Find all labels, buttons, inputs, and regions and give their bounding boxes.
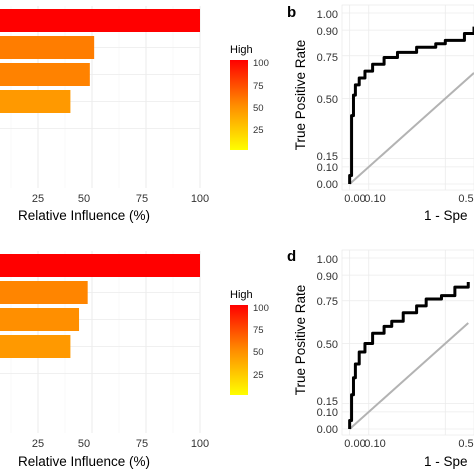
panel-a-bar	[0, 9, 200, 32]
panel-a-xticks: 25 50 75 100	[32, 193, 209, 205]
panel-d-ytick-075: 0.75	[317, 296, 338, 308]
panel-c-legend-title: High	[230, 289, 253, 301]
panel-a-xlabel: Relative Influence (%)	[18, 208, 150, 223]
panel-d-xtick-010: 0.10	[364, 438, 385, 450]
panel-c-bar	[0, 335, 71, 358]
panel-b-xtick-000: 0.00	[344, 193, 365, 205]
panel-b-ytick-050: 0.50	[317, 94, 338, 106]
panel-b-ylabel: True Positive Rate	[293, 40, 308, 151]
panel-b-xlabel: 1 - Spe	[424, 208, 468, 223]
panel-a-legend-colorbar	[230, 60, 248, 150]
panel-b-xtick-05: 0.5	[458, 193, 473, 205]
panel-d-plot-area	[341, 249, 474, 436]
panel-d-yticks: 1.00 0.90 0.75 0.50 0.15 0.10 0.00	[317, 254, 338, 436]
panel-c-legend: High 100 75 50 25	[230, 289, 269, 395]
panel-c-legend-colorbar	[230, 305, 248, 395]
panel-a-legend-tick-75: 75	[253, 81, 264, 92]
panel-d-ytick-050: 0.50	[317, 339, 338, 351]
panel-a-legend-title: High	[230, 44, 253, 56]
panel-c-xtick-75: 75	[136, 438, 148, 450]
panel-b-grid	[342, 5, 474, 190]
panel-a-bar-chart: 25 50 75 100 Relative Influence (%) High…	[0, 6, 269, 223]
panel-b-ytick-075: 0.75	[317, 52, 338, 64]
panel-b-ytick-090: 0.90	[317, 26, 338, 38]
panel-c-legend-tick-100: 100	[253, 303, 269, 314]
panel-a-xtick-50: 50	[78, 193, 90, 205]
panel-d-roc-chart: d 1.00 0.90 0.75 0.50 0.15 0.10 0.00 0.0…	[287, 248, 474, 469]
panel-d-xticks: 0.00 0.10 0.5	[344, 438, 473, 450]
panel-a-xtick-100: 100	[191, 193, 209, 205]
panel-a-legend-tick-100: 100	[253, 58, 269, 69]
panel-b-ytick-000: 0.00	[317, 179, 338, 191]
panel-c-xticks: 25 50 75 100	[32, 438, 209, 450]
panel-d-ylabel: True Positive Rate	[293, 285, 308, 396]
panel-b-ytick-100: 1.00	[317, 9, 338, 21]
panel-d-xtick-000: 0.00	[344, 438, 365, 450]
panel-a-legend-tick-25: 25	[253, 125, 264, 136]
panel-b-roc-chart: b 1.00 0.90 0.75 0.50 0.15 0.10 0.00 0.0…	[287, 4, 474, 223]
panel-b-ytick-015: 0.15	[317, 151, 338, 163]
panel-c-xtick-100: 100	[191, 438, 209, 450]
panel-b-plot-area	[341, 4, 474, 191]
panel-b-ytick-010: 0.10	[317, 162, 338, 174]
panel-d-xlabel: 1 - Spe	[424, 454, 468, 469]
panel-c-xlabel: Relative Influence (%)	[18, 454, 150, 469]
panel-b-series	[348, 26, 474, 185]
panel-d-ytick-015: 0.15	[317, 396, 338, 408]
panel-c-legend-tick-25: 25	[253, 370, 264, 381]
panel-d-xtick-05: 0.5	[458, 438, 473, 450]
panel-b-xticks: 0.00 0.10 0.5	[344, 193, 473, 205]
panel-a-xtick-25: 25	[32, 193, 44, 205]
panel-a-xtick-75: 75	[136, 193, 148, 205]
panel-a-bar	[0, 63, 90, 86]
panel-d-ytick-000: 0.00	[317, 424, 338, 436]
panel-a-legend-tick-50: 50	[253, 103, 264, 114]
panel-b-diagonal-line	[348, 72, 474, 185]
panel-a-legend: High 100 75 50 25	[230, 44, 269, 150]
panel-d-diagonal-line	[348, 322, 469, 430]
panel-c-legend-tick-75: 75	[253, 325, 264, 336]
panel-c-bar	[0, 254, 200, 277]
panel-c-xtick-25: 25	[32, 438, 44, 450]
panel-c-legend-tick-50: 50	[253, 347, 264, 358]
panel-a-bar	[0, 36, 95, 59]
panel-d-label: d	[287, 248, 296, 265]
panel-d-roc-curve	[348, 281, 470, 429]
panel-d-ytick-090: 0.90	[317, 271, 338, 283]
panel-a-bar	[0, 90, 71, 113]
panel-d-grid	[342, 250, 474, 435]
panel-b-roc-curve	[348, 26, 474, 184]
panel-c-bar-chart: 25 50 75 100 Relative Influence (%) High…	[0, 251, 269, 469]
panel-a-bars	[0, 9, 200, 113]
panel-c-bar	[0, 281, 88, 304]
panel-b-yticks: 1.00 0.90 0.75 0.50 0.15 0.10 0.00	[317, 9, 338, 191]
panel-d-ytick-010: 0.10	[317, 407, 338, 419]
panel-c-xtick-50: 50	[78, 438, 90, 450]
panel-c-bars	[0, 254, 200, 358]
panel-d-ytick-100: 1.00	[317, 254, 338, 266]
panel-c-bar	[0, 308, 80, 331]
panel-b-label: b	[287, 4, 296, 21]
panel-b-xtick-010: 0.10	[364, 193, 385, 205]
panel-d-series	[348, 281, 470, 430]
